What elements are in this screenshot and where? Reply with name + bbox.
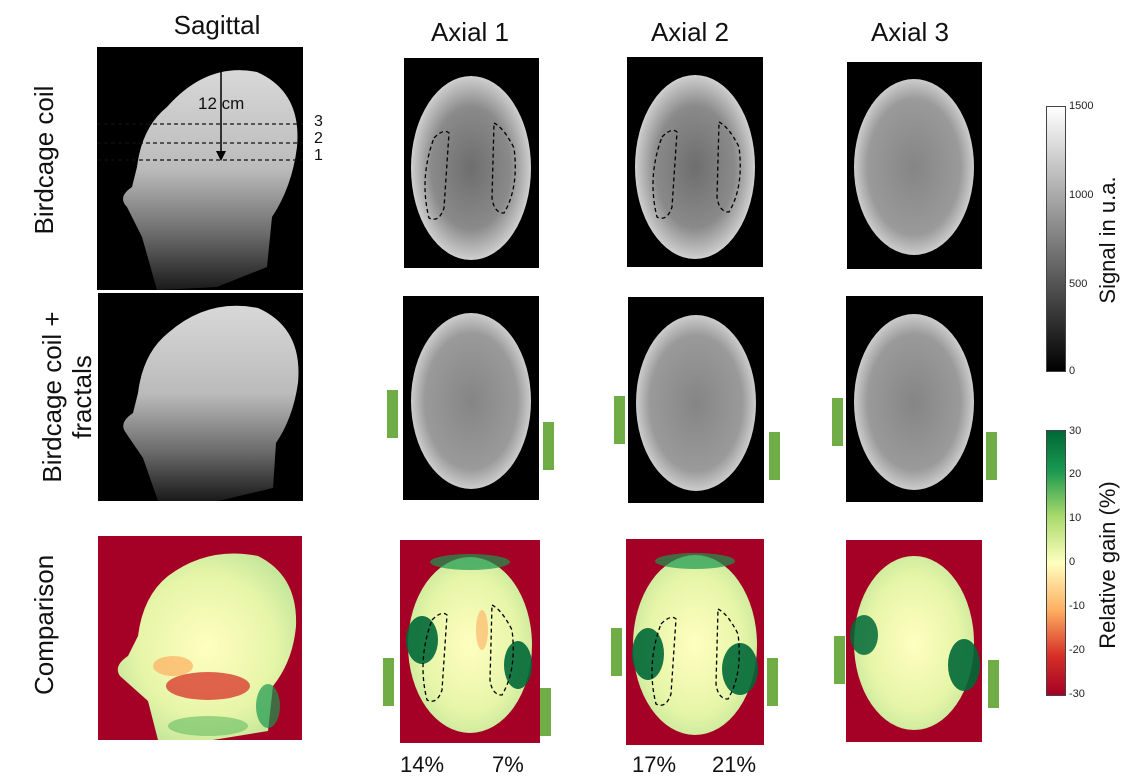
column-header-axial2: Axial 2 bbox=[650, 17, 730, 47]
axial3-comparison-map bbox=[846, 540, 982, 742]
fractal-marker bbox=[986, 432, 997, 480]
gain-tick: 0 bbox=[1069, 556, 1076, 568]
gain-tick: 30 bbox=[1069, 425, 1082, 437]
signal-tick: 1000 bbox=[1069, 189, 1094, 201]
gain-colorbar bbox=[1046, 430, 1066, 696]
fractal-marker bbox=[834, 636, 845, 684]
axial1-image-fractals bbox=[403, 296, 539, 500]
axial2-comparison-map bbox=[626, 539, 764, 745]
gain-tick: 20 bbox=[1069, 468, 1082, 480]
sagittal-image-birdcage bbox=[97, 47, 303, 290]
fractal-marker bbox=[832, 398, 843, 446]
gain-tick: -30 bbox=[1069, 688, 1085, 700]
fractal-marker bbox=[540, 688, 551, 736]
gain-tick: -20 bbox=[1069, 644, 1085, 656]
row-header-birdcage: Birdcage coil bbox=[29, 85, 59, 235]
gain-axial2-right: 21% bbox=[712, 752, 757, 777]
gain-axial1-right: 7% bbox=[492, 752, 524, 777]
axial1-image-birdcage bbox=[404, 58, 539, 268]
row-header-comparison: Comparison bbox=[29, 554, 59, 695]
slice-label-3: 3 bbox=[314, 113, 323, 130]
gain-tick: 10 bbox=[1069, 512, 1082, 524]
gain-colorbar-label: Relative gain (%) bbox=[1095, 481, 1120, 649]
slice-label-2: 2 bbox=[314, 130, 323, 147]
fractal-marker bbox=[611, 628, 622, 676]
fractal-marker bbox=[543, 422, 554, 470]
fractal-marker bbox=[614, 396, 625, 444]
axial3-image-birdcage bbox=[847, 62, 982, 269]
column-header-axial1: Axial 1 bbox=[430, 17, 510, 47]
column-header-sagittal: Sagittal bbox=[173, 10, 261, 40]
fractal-marker bbox=[383, 658, 394, 706]
gain-axial1-left: 14% bbox=[400, 752, 445, 777]
row-header-line2: fractals bbox=[67, 355, 97, 439]
slice-label-1: 1 bbox=[314, 147, 323, 164]
signal-tick: 0 bbox=[1069, 365, 1076, 377]
row-header-line1: Birdcage coil + bbox=[37, 311, 67, 483]
axial2-image-fractals bbox=[628, 297, 764, 503]
signal-colorbar-label: Signal in u.a. bbox=[1095, 176, 1120, 304]
gain-tick: -10 bbox=[1069, 600, 1085, 612]
sagittal-comparison-map bbox=[98, 536, 302, 740]
axial2-image-birdcage bbox=[627, 57, 763, 267]
fractal-marker bbox=[767, 658, 778, 706]
column-header-axial3: Axial 3 bbox=[870, 17, 950, 47]
sagittal-image-fractals bbox=[98, 293, 303, 501]
axial3-image-fractals bbox=[846, 296, 983, 502]
signal-tick: 500 bbox=[1069, 278, 1088, 290]
fractal-marker bbox=[387, 390, 398, 438]
signal-colorbar bbox=[1046, 106, 1066, 372]
fractal-marker bbox=[769, 432, 780, 480]
gain-axial2-left: 17% bbox=[632, 752, 677, 777]
distance-label: 12 cm bbox=[198, 94, 245, 113]
signal-tick: 1500 bbox=[1069, 100, 1094, 112]
axial1-comparison-map bbox=[400, 540, 540, 743]
fractal-marker bbox=[988, 660, 999, 708]
row-header-birdcage-fractals: Birdcage coil + fractals bbox=[37, 282, 101, 512]
